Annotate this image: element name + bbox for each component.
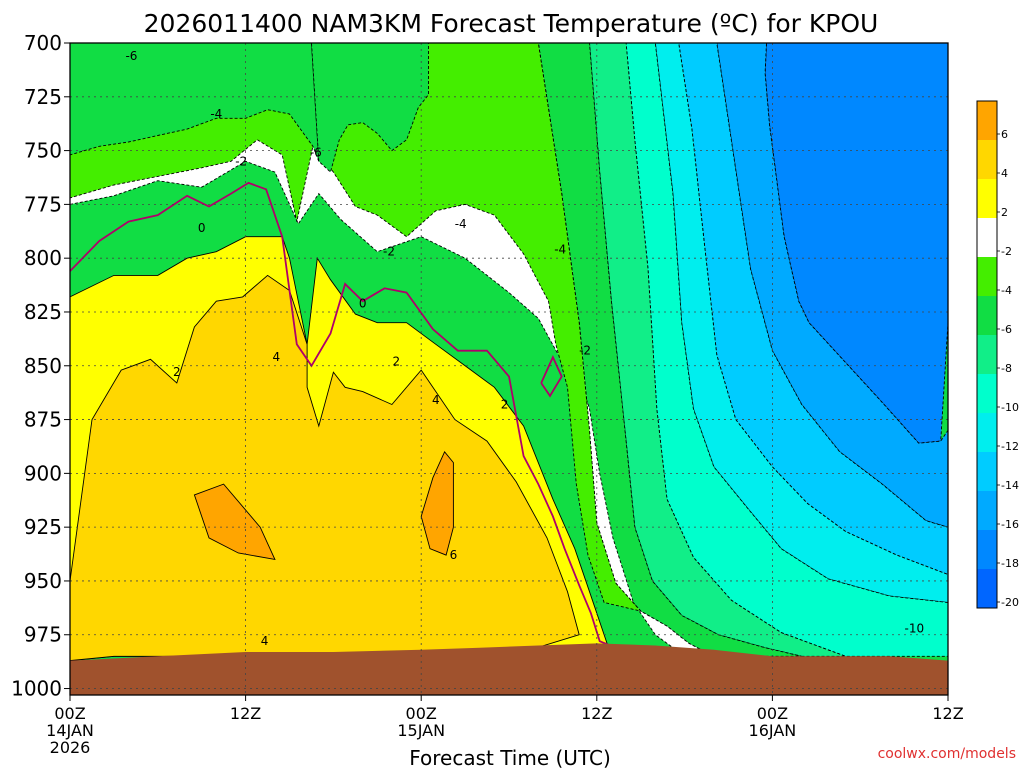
x-axis-label: Forecast Time (UTC)	[409, 746, 611, 768]
temperature-regions	[69, 42, 949, 662]
color-swatch-5	[977, 296, 997, 335]
contour-label-3: -6	[310, 146, 322, 160]
color-scale-label-11: -18	[1001, 557, 1019, 570]
color-scale-frame	[976, 100, 998, 609]
contour-labels: -6 -4 -2 -6 -4 -4 -2 -2 0 0 2 2 2 4 4 4 6 -10	[125, 49, 924, 648]
y-tick-label-925: 925	[24, 515, 62, 539]
color-swatch-0	[977, 101, 997, 140]
y-tick-label-850: 850	[24, 354, 62, 378]
ground-terrain	[70, 643, 948, 695]
contour-label-17: -10	[905, 621, 925, 635]
y-tick-label-825: 825	[24, 300, 62, 324]
region-2	[716, 42, 949, 528]
y-tick-label-1000: 1000	[11, 677, 62, 701]
x-tick-label-48-1: 00Z	[757, 704, 788, 723]
region-15	[420, 450, 454, 556]
color-swatch-7	[977, 374, 997, 413]
color-swatch-1	[977, 140, 997, 179]
x-tick-label-24-1: 00Z	[406, 704, 437, 723]
color-scale-label-3: -2	[1001, 245, 1012, 258]
y-tick-label-750: 750	[24, 139, 62, 163]
region-5	[625, 42, 949, 657]
y-tick-label-725: 725	[24, 85, 62, 109]
contour-label-1: -4	[210, 107, 222, 121]
color-scale-label-4: -4	[1001, 284, 1012, 297]
color-swatch-9	[977, 452, 997, 491]
color-swatch-4	[977, 257, 997, 296]
color-scale-label-7: -10	[1001, 401, 1019, 414]
color-swatch-6	[977, 335, 997, 374]
contour-label-10: 2	[173, 365, 181, 379]
contour-label-0: -6	[125, 49, 137, 63]
x-tick-label-24-2: 15JAN	[397, 721, 445, 740]
x-tick-label-0-2: 14JAN	[46, 721, 94, 740]
plot-frame	[69, 42, 949, 696]
color-swatch-2	[977, 179, 997, 218]
contour-label-8: 0	[198, 221, 206, 235]
color-scale-label-6: -8	[1001, 362, 1012, 375]
y-tick-label-900: 900	[24, 461, 62, 485]
x-tick-label-36-1: 12Z	[581, 704, 612, 723]
color-scale-label-1: 4	[1001, 167, 1008, 180]
chart-title: 2026011400 NAM3KM Forecast Temperature (…	[144, 9, 879, 38]
region-13	[69, 274, 580, 662]
color-swatch-3	[977, 218, 997, 257]
y-axis: 700 725 750 775 800 825 850 875 900 925 950 975 1000	[11, 31, 70, 701]
color-scale-label-10: -16	[1001, 518, 1019, 531]
contour-label-4: -4	[455, 217, 467, 231]
color-swatch-12	[977, 569, 997, 608]
color-scale-bar: 6 4 2 -2 -4 -6 -8 -10 -12 -14 -16 -18 -20	[976, 100, 1019, 609]
y-tick-label-700: 700	[24, 31, 62, 55]
color-swatch-11	[977, 530, 997, 569]
contour-label-2: -2	[235, 154, 247, 168]
contour-label-11: 2	[393, 354, 401, 368]
color-scale-label-0: 6	[1001, 128, 1008, 141]
color-swatch-10	[977, 491, 997, 530]
region-11	[311, 42, 429, 173]
y-tick-label-800: 800	[24, 246, 62, 270]
color-scale-label-8: -12	[1001, 440, 1019, 453]
color-scale-label-5: -6	[1001, 323, 1012, 336]
region-9	[69, 42, 642, 612]
terrain-ground	[70, 643, 948, 695]
contour-label-15: 4	[261, 634, 269, 648]
contour-label-7: -2	[579, 344, 591, 358]
contour-label-9: 0	[359, 296, 367, 310]
x-tick-label-48-2: 16JAN	[749, 721, 797, 740]
contour-label-12: 2	[501, 398, 509, 412]
region-14	[193, 483, 276, 560]
grid-lines	[70, 43, 948, 695]
credit-link[interactable]: coolwx.com/models	[878, 746, 1016, 762]
contour-label-14: 4	[432, 393, 440, 407]
color-scale-label-2: 2	[1001, 206, 1008, 219]
contour-line-1	[540, 355, 563, 398]
contour-label-16: 6	[450, 548, 458, 562]
contour-label-5: -4	[554, 243, 566, 257]
color-swatch-8	[977, 413, 997, 452]
color-scale-label-9: -14	[1001, 479, 1019, 492]
x-tick-label-12-1: 12Z	[230, 704, 261, 723]
contour-label-13: 4	[273, 350, 281, 364]
y-tick-label-975: 975	[24, 623, 62, 647]
y-tick-label-950: 950	[24, 569, 62, 593]
x-tick-label-0-3: 2026	[50, 738, 91, 757]
color-scale-label-12: -20	[1001, 596, 1019, 609]
contour-label-6: -2	[383, 245, 395, 259]
region-10	[69, 42, 320, 162]
y-tick-label-875: 875	[24, 408, 62, 432]
y-tick-label-775: 775	[24, 192, 62, 216]
x-tick-label-0-1: 00Z	[54, 704, 85, 723]
x-tick-label-60-1: 12Z	[932, 704, 963, 723]
